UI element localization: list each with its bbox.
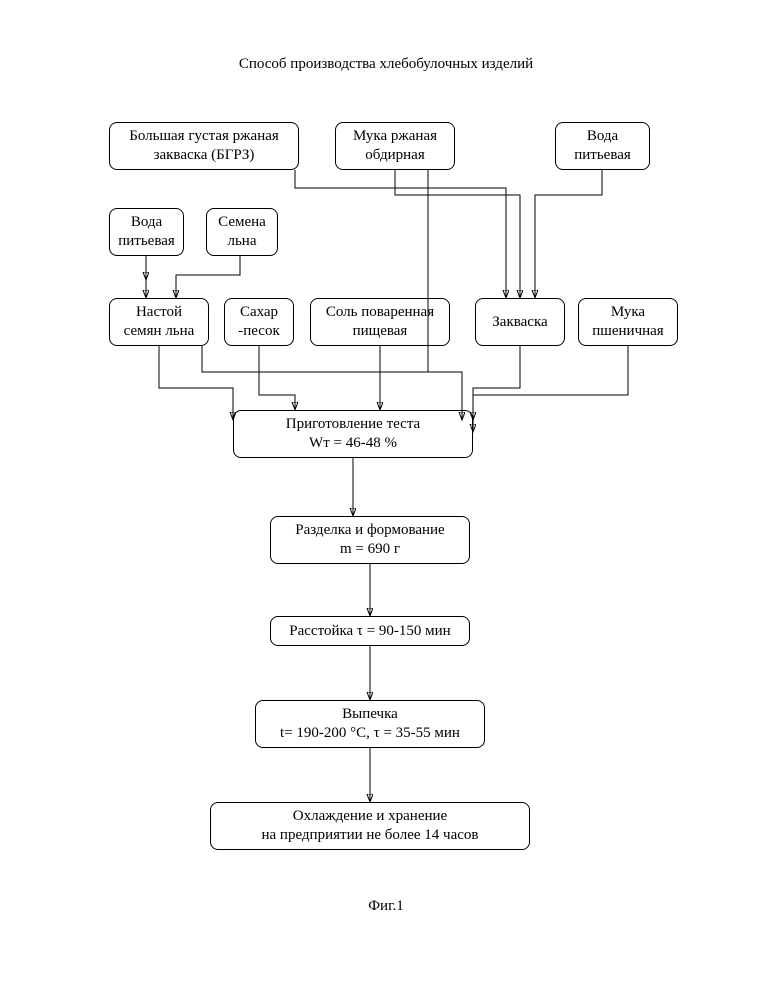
page-title: Способ производства хлебобулочных издели… — [0, 56, 772, 73]
node-cooling-storage: Охлаждение и хранение на предприятии не … — [210, 802, 530, 850]
node-flax-infusion: Настой семян льна — [109, 298, 209, 346]
node-wheat-flour: Мука пшеничная — [578, 298, 678, 346]
node-dough-prep: Приготовление теста Wт = 46-48 % — [233, 410, 473, 458]
node-salt: Соль поваренная пищевая — [310, 298, 450, 346]
figure-caption: Фиг.1 — [0, 898, 772, 915]
node-water-top: Вода питьевая — [555, 122, 650, 170]
node-baking: Выпечка t= 190-200 °C, τ = 35-55 мин — [255, 700, 485, 748]
node-cutting-forming: Разделка и формование m = 690 г — [270, 516, 470, 564]
node-proofing: Расстойка τ = 90-150 мин — [270, 616, 470, 646]
node-sugar: Сахар -песок — [224, 298, 294, 346]
node-flax-seed: Семена льна — [206, 208, 278, 256]
node-bgrz: Большая густая ржаная закваска (БГРЗ) — [109, 122, 299, 170]
node-water-left: Вода питьевая — [109, 208, 184, 256]
node-rye-flour: Мука ржаная обдирная — [335, 122, 455, 170]
node-starter: Закваска — [475, 298, 565, 346]
